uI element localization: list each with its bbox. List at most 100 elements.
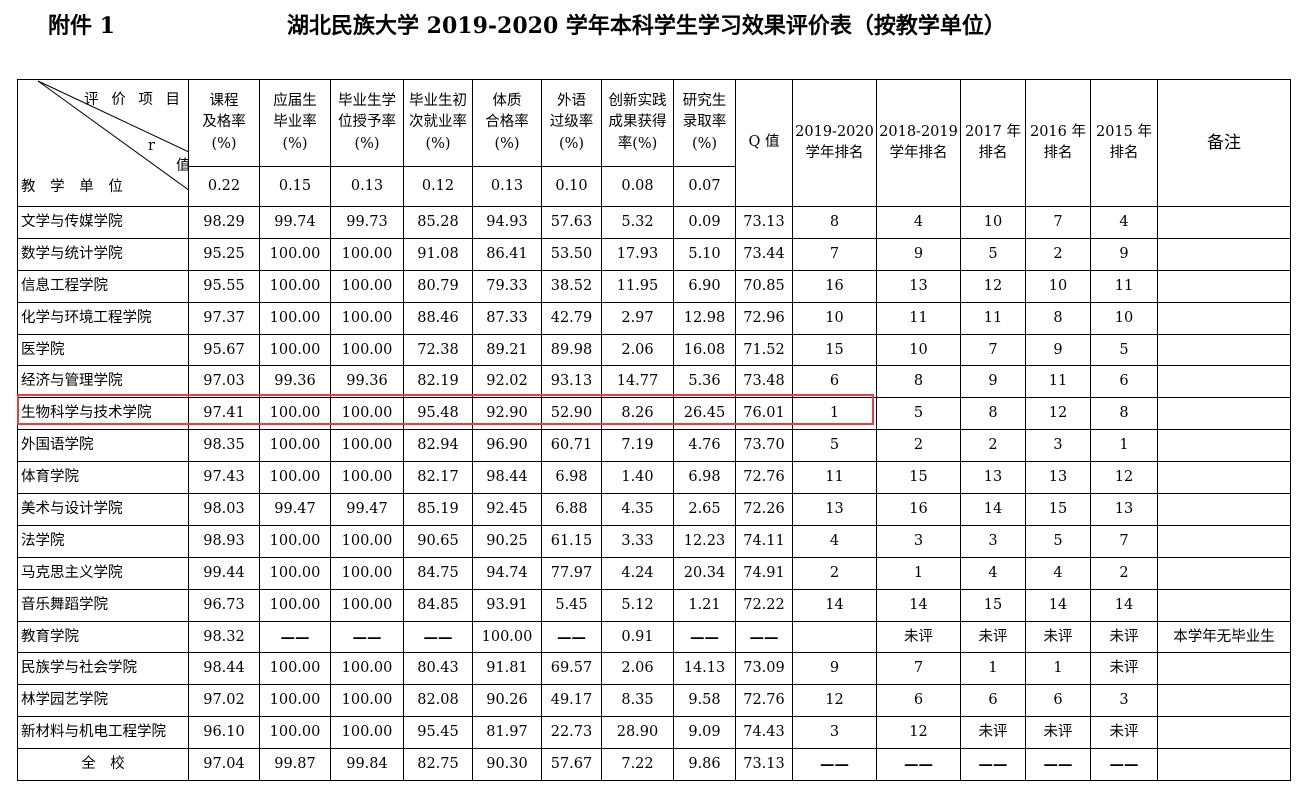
value-cell: —— — [403, 620, 473, 654]
value-cell: 100.00 — [330, 461, 404, 495]
table-row: 体育学院 97.43 100.00 100.00 82.17 98.44 6.98 1.40 6… — [17, 461, 1291, 495]
value-cell — [1157, 206, 1291, 239]
value-cell: 3 — [876, 524, 961, 558]
value-cell: 14.13 — [673, 652, 736, 686]
value-cell: 3 — [1090, 684, 1158, 718]
unit-name-cell: 马克思主义学院 — [17, 556, 189, 590]
value-cell: 95.67 — [188, 333, 260, 367]
unit-name-cell: 全 校 — [17, 748, 189, 782]
value-cell: 2 — [1025, 237, 1091, 271]
total-row: 全 校 97.04 99.87 99.84 82.75 90.30 57.67 7.22 9.8… — [17, 748, 1291, 782]
value-cell: 99.47 — [330, 493, 404, 526]
unit-name-cell: 新材料与机电工程学院 — [17, 716, 189, 750]
value-cell: 2 — [876, 429, 961, 463]
value-cell: 未评 — [1090, 716, 1158, 750]
value-cell: 未评 — [960, 716, 1026, 750]
value-cell: 12 — [792, 684, 877, 718]
value-cell: 4.35 — [601, 493, 674, 526]
unit-name-cell: 民族学与社会学院 — [17, 652, 189, 686]
value-cell: 14 — [1025, 588, 1091, 622]
value-cell: 100.00 — [330, 269, 404, 303]
value-cell: 72.26 — [735, 493, 793, 526]
value-cell: 72.22 — [735, 588, 793, 622]
value-cell: —— — [960, 748, 1026, 782]
value-cell: 88.46 — [403, 301, 473, 335]
value-cell: 100.00 — [259, 461, 331, 495]
value-cell: 100.00 — [259, 652, 331, 686]
value-cell: 38.52 — [541, 269, 602, 303]
value-cell: 13 — [1025, 461, 1091, 495]
value-cell: 90.65 — [403, 524, 473, 558]
value-cell: 6 — [960, 684, 1026, 718]
unit-name-cell: 体育学院 — [17, 461, 189, 495]
value-cell: —— — [673, 620, 736, 654]
value-cell — [1157, 556, 1291, 590]
diagonal-lines — [37, 80, 188, 190]
value-cell: 79.33 — [472, 269, 542, 303]
value-cell: 16 — [792, 269, 877, 303]
q-value-header: Q 值 — [735, 79, 793, 207]
value-cell: 49.17 — [541, 684, 602, 718]
value-cell: 5.32 — [601, 206, 674, 239]
value-cell: 92.02 — [472, 365, 542, 399]
value-cell — [1157, 333, 1291, 367]
value-cell: 71.52 — [735, 333, 793, 367]
unit-name-cell: 医学院 — [17, 333, 189, 367]
value-cell — [1157, 269, 1291, 303]
value-cell — [1157, 524, 1291, 558]
value-cell: 1.21 — [673, 588, 736, 622]
value-cell: 57.67 — [541, 748, 602, 782]
value-cell: 82.75 — [403, 748, 473, 782]
value-cell: 100.00 — [330, 301, 404, 335]
indicator-header: 外语 过级率 (%) — [541, 79, 602, 167]
value-cell: 1 — [960, 652, 1026, 686]
value-cell: —— — [876, 748, 961, 782]
value-cell: 100.00 — [259, 429, 331, 463]
table-row: 化学与环境工程学院 97.37 100.00 100.00 88.46 87.33 42.7… — [17, 301, 1291, 335]
value-cell: 98.29 — [188, 206, 260, 239]
indicator-weight: 0.08 — [601, 166, 674, 207]
value-cell: 7 — [1090, 524, 1158, 558]
value-cell: 7 — [792, 237, 877, 271]
value-cell: 14 — [960, 493, 1026, 526]
value-cell: 100.00 — [330, 652, 404, 686]
value-cell: 4 — [960, 556, 1026, 590]
indicator-header: 体质 合格率 (%) — [472, 79, 542, 167]
value-cell: 13 — [792, 493, 877, 526]
indicator-weight: 0.13 — [472, 166, 542, 207]
value-cell: 91.81 — [472, 652, 542, 686]
value-cell: 42.79 — [541, 301, 602, 335]
value-cell: 3.33 — [601, 524, 674, 558]
value-cell: 未评 — [1025, 620, 1091, 654]
value-cell: 7.19 — [601, 429, 674, 463]
value-cell: 96.90 — [472, 429, 542, 463]
value-cell: 74.43 — [735, 716, 793, 750]
value-cell: 100.00 — [259, 301, 331, 335]
value-cell: 97.37 — [188, 301, 260, 335]
value-cell: 72.96 — [735, 301, 793, 335]
unit-name-cell: 数学与统计学院 — [17, 237, 189, 271]
value-cell — [1157, 365, 1291, 399]
value-cell: 5.12 — [601, 588, 674, 622]
value-cell: 7 — [876, 652, 961, 686]
value-cell: 6.88 — [541, 493, 602, 526]
value-cell: 74.11 — [735, 524, 793, 558]
value-cell: 99.87 — [259, 748, 331, 782]
value-cell: 15 — [1025, 493, 1091, 526]
value-cell: 1 — [792, 397, 877, 431]
corner-value-label: 值 — [176, 156, 188, 177]
unit-name-cell: 林学园艺学院 — [17, 684, 189, 718]
unit-name-cell: 音乐舞蹈学院 — [17, 588, 189, 622]
value-cell: 100.00 — [330, 716, 404, 750]
value-cell: 6 — [792, 365, 877, 399]
value-cell: 99.84 — [330, 748, 404, 782]
value-cell: 98.32 — [188, 620, 260, 654]
rank-header: 2019-2020 学年排名 — [792, 79, 877, 207]
value-cell: 6 — [1025, 684, 1091, 718]
indicator-header: 研究生 录取率 (%) — [673, 79, 736, 167]
value-cell: 7 — [960, 333, 1026, 367]
value-cell: 100.00 — [330, 556, 404, 590]
value-cell: 100.00 — [330, 588, 404, 622]
value-cell: 100.00 — [259, 333, 331, 367]
value-cell: 52.90 — [541, 397, 602, 431]
